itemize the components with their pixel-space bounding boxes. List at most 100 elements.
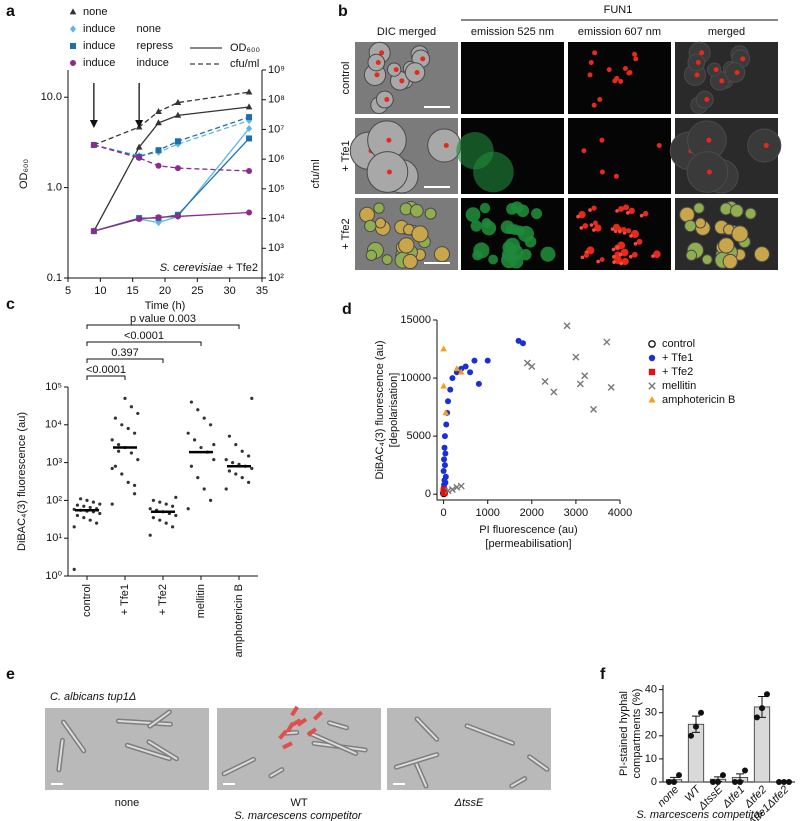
marker — [484, 357, 491, 364]
bracket — [86, 375, 126, 380]
x-tick-label: amphotericin B — [233, 584, 245, 657]
cell-signal — [642, 210, 649, 217]
y2-tick-label: 10⁵ — [268, 183, 285, 195]
cell-signal — [592, 220, 598, 226]
marker — [155, 107, 162, 114]
cell-signal — [626, 228, 632, 234]
cell-signal — [504, 237, 520, 254]
data-point — [136, 458, 140, 462]
legend-marker — [70, 25, 76, 33]
marker — [246, 135, 253, 142]
cell — [744, 207, 757, 220]
data-point — [247, 480, 251, 484]
comparison-label: <0.0001 — [86, 364, 126, 376]
cell-signal — [481, 218, 492, 229]
y2-tick-label: 10⁴ — [268, 212, 285, 224]
x-tick-label: + Tfe1 — [119, 584, 131, 615]
cell-signal — [414, 69, 420, 75]
data-point — [158, 500, 162, 504]
data-point — [186, 507, 190, 511]
data-point — [250, 396, 254, 400]
cell-signal — [622, 66, 628, 72]
cell — [374, 217, 386, 229]
legend-label: amphotericin B — [662, 394, 735, 406]
data-point — [133, 483, 137, 487]
cell-signal — [618, 78, 624, 84]
data-point — [666, 779, 672, 785]
arrow-head — [135, 120, 144, 128]
image-label: WT — [290, 797, 307, 809]
panel-label: a — [6, 3, 15, 20]
data-point — [120, 472, 124, 476]
x-tick-label: 0 — [441, 507, 447, 519]
cell-signal — [630, 229, 639, 238]
marker — [572, 353, 580, 361]
y-axis-title: DiBAC₄(3) fluorescence (au) — [16, 412, 28, 551]
cell-signal — [488, 254, 499, 265]
cell-signal — [592, 50, 598, 56]
marker — [453, 365, 461, 372]
legend-label: control — [662, 338, 695, 350]
y2-tick-label: 10⁸ — [268, 94, 285, 106]
cell-signal — [470, 220, 483, 232]
data-point — [171, 504, 175, 508]
micrograph — [355, 198, 458, 270]
series-line — [93, 119, 250, 157]
data-point — [720, 772, 726, 779]
panel-label: f — [600, 666, 606, 683]
marker — [462, 363, 469, 370]
cell-signal — [579, 226, 584, 230]
cell-signal — [621, 257, 629, 265]
bracket — [86, 341, 202, 346]
hypha-highlight — [395, 753, 438, 769]
marker — [174, 165, 181, 172]
marker — [245, 103, 253, 110]
data-point — [171, 525, 175, 529]
x-tick-label: none — [655, 784, 681, 810]
stained-compartment — [296, 717, 308, 727]
data-point — [231, 461, 235, 465]
marker — [246, 209, 253, 216]
marker — [441, 456, 448, 463]
cell-signal — [588, 60, 594, 66]
legend-label: induce induce — [83, 57, 169, 69]
cell — [722, 253, 738, 270]
y-tick-label: 10000 — [400, 372, 431, 384]
axis — [67, 70, 263, 279]
y-tick-label: 40 — [645, 684, 657, 696]
cell — [685, 249, 698, 262]
marker — [136, 215, 143, 222]
comparison-label: 0.397 — [111, 347, 139, 359]
marker — [441, 444, 448, 451]
marker — [440, 382, 447, 389]
legend-label: induce none — [83, 23, 161, 35]
marker — [174, 98, 182, 105]
cell — [381, 254, 393, 265]
data-point — [113, 464, 117, 468]
data-point — [715, 779, 721, 785]
cell-signal — [509, 224, 521, 235]
micrograph — [568, 198, 671, 270]
cell-signal — [420, 56, 426, 62]
cell — [373, 202, 385, 214]
caption: S. marcescens competitor — [234, 810, 362, 821]
data-point — [202, 487, 206, 491]
cell — [409, 204, 424, 218]
x-tick-label: mellitin — [195, 584, 207, 618]
cell — [701, 254, 713, 265]
data-point — [85, 498, 89, 502]
marker — [581, 372, 589, 380]
data-point — [196, 408, 200, 412]
data-point — [193, 438, 197, 442]
y-tick-label: 10² — [46, 494, 62, 506]
legend-label: + Tfe1 — [662, 352, 693, 364]
x-tick-label: 20 — [159, 285, 171, 297]
marker — [246, 167, 253, 174]
cell-signal — [586, 246, 595, 255]
cell-signal — [633, 56, 639, 62]
cell-signal — [694, 72, 700, 78]
marker — [155, 214, 162, 221]
bracket — [86, 358, 164, 363]
data-point — [250, 466, 254, 471]
image-background — [461, 42, 564, 114]
